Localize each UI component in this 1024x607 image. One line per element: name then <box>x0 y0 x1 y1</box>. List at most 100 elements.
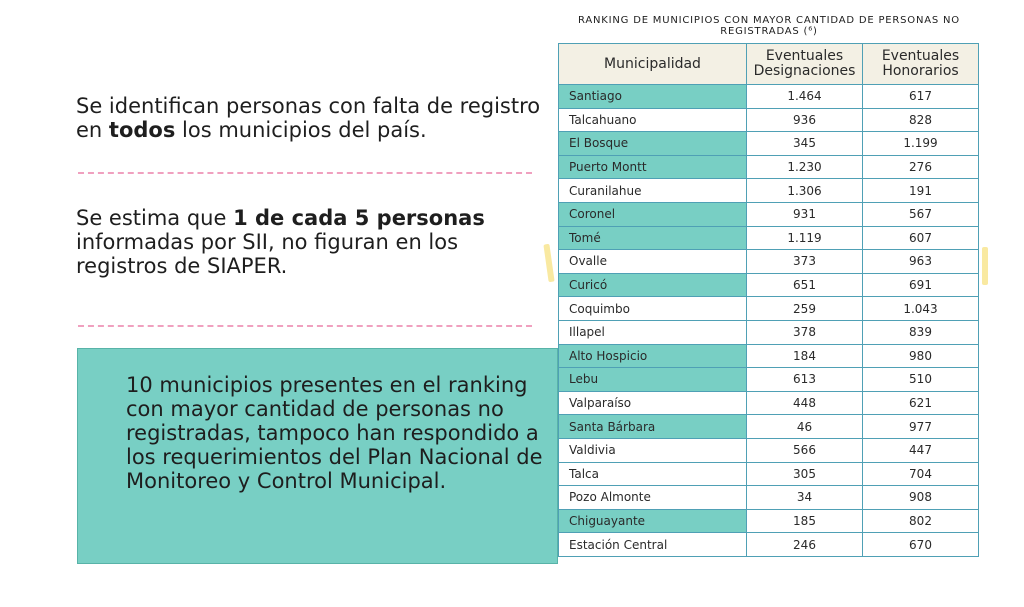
table-row: Tomé 1.119 607 <box>558 225 979 251</box>
statement-registration-gap: Se identifican personas con falta de reg… <box>76 94 546 142</box>
designaciones-cell: 259 <box>746 296 863 321</box>
table-row: Puerto Montt 1.230 276 <box>558 154 979 180</box>
designaciones-cell: 936 <box>746 107 863 133</box>
municipality-cell: Puerto Montt <box>558 154 747 180</box>
highlight-mark <box>982 247 988 285</box>
municipality-cell: Coquimbo <box>558 296 747 321</box>
honorarios-cell: 691 <box>862 272 979 298</box>
municipality-cell: Curanilahue <box>558 178 747 203</box>
designaciones-cell: 448 <box>746 390 863 416</box>
designaciones-cell: 613 <box>746 367 863 392</box>
honorarios-cell: 510 <box>862 367 979 392</box>
statement-2-pre: Se estima que <box>76 206 234 230</box>
callout-box: 10 municipios presentes en el ranking co… <box>77 348 558 564</box>
honorarios-cell: 802 <box>862 508 979 534</box>
honorarios-cell: 621 <box>862 390 979 416</box>
honorarios-cell: 1.043 <box>862 296 979 321</box>
designaciones-cell: 305 <box>746 461 863 487</box>
designaciones-cell: 651 <box>746 272 863 298</box>
table-title: RANKING DE MUNICIPIOS CON MAYOR CANTIDAD… <box>578 15 960 37</box>
designaciones-cell: 1.230 <box>746 154 863 180</box>
honorarios-cell: 447 <box>862 437 979 463</box>
municipality-cell: El Bosque <box>558 131 747 156</box>
table-row: Coronel 931 567 <box>558 201 979 227</box>
municipality-cell: Ovalle <box>558 249 747 274</box>
designaciones-cell: 46 <box>746 414 863 439</box>
table-header-row: Municipalidad Eventuales Designaciones E… <box>558 43 979 85</box>
municipality-cell: Chiguayante <box>558 508 747 534</box>
table-body: Santiago 1.464 617 Talcahuano 936 828 El Bosqu… <box>558 84 979 557</box>
table-row: Illapel 378 839 <box>558 319 979 345</box>
honorarios-cell: 191 <box>862 178 979 203</box>
honorarios-cell: 963 <box>862 249 979 274</box>
table-row: Alto Hospicio 184 980 <box>558 343 979 369</box>
municipality-cell: Santiago <box>558 84 747 109</box>
honorarios-cell: 617 <box>862 84 979 109</box>
municipality-cell: Lebu <box>558 367 747 392</box>
table-row: Santa Bárbara 46 977 <box>558 414 979 439</box>
table-row: Coquimbo 259 1.043 <box>558 296 979 321</box>
header-designaciones: Eventuales Designaciones <box>746 43 863 85</box>
statement-1-post: los municipios del país. <box>175 118 427 142</box>
table-row: Valdivia 566 447 <box>558 437 979 463</box>
designaciones-cell: 1.119 <box>746 225 863 251</box>
honorarios-cell: 977 <box>862 414 979 439</box>
municipality-cell: Coronel <box>558 201 747 227</box>
municipality-cell: Valdivia <box>558 437 747 463</box>
designaciones-cell: 931 <box>746 201 863 227</box>
statement-1-bold: todos <box>108 118 176 142</box>
honorarios-cell: 567 <box>862 201 979 227</box>
municipality-cell: Tomé <box>558 225 747 251</box>
municipality-cell: Talca <box>558 461 747 487</box>
designaciones-cell: 373 <box>746 249 863 274</box>
designaciones-cell: 566 <box>746 437 863 463</box>
designaciones-cell: 1.306 <box>746 178 863 203</box>
statement-2-bold: 1 de cada 5 personas <box>233 206 485 230</box>
table-row: Talcahuano 936 828 <box>558 107 979 133</box>
municipality-cell: Alto Hospicio <box>558 343 747 369</box>
honorarios-cell: 839 <box>862 319 979 345</box>
table-row: Pozo Almonte 34 908 <box>558 485 979 510</box>
table-row: Lebu 613 510 <box>558 367 979 392</box>
table-row: Chiguayante 185 802 <box>558 508 979 534</box>
honorarios-cell: 1.199 <box>862 131 979 156</box>
table-row: Talca 305 704 <box>558 461 979 487</box>
statement-2-post: informadas por SII, no figuran en los re… <box>76 230 459 278</box>
honorarios-cell: 908 <box>862 485 979 510</box>
table-row: El Bosque 345 1.199 <box>558 131 979 156</box>
statement-estimate: Se estima que 1 de cada 5 personas infor… <box>76 206 546 278</box>
designaciones-cell: 185 <box>746 508 863 534</box>
municipality-cell: Talcahuano <box>558 107 747 133</box>
designaciones-cell: 184 <box>746 343 863 369</box>
honorarios-cell: 607 <box>862 225 979 251</box>
municipality-cell: Pozo Almonte <box>558 485 747 510</box>
statement-1-pre: Se identifican personas con falta de reg… <box>76 94 541 142</box>
callout-text: 10 municipios presentes en el ranking co… <box>126 373 543 493</box>
table-row: Curicó 651 691 <box>558 272 979 298</box>
header-municipalidad: Municipalidad <box>558 43 747 85</box>
designaciones-cell: 345 <box>746 131 863 156</box>
honorarios-cell: 670 <box>862 532 979 557</box>
municipality-cell: Illapel <box>558 319 747 345</box>
designaciones-cell: 34 <box>746 485 863 510</box>
designaciones-cell: 246 <box>746 532 863 557</box>
honorarios-cell: 276 <box>862 154 979 180</box>
table-row: Ovalle 373 963 <box>558 249 979 274</box>
dashed-divider <box>78 172 532 174</box>
table-row: Estación Central 246 670 <box>558 532 979 557</box>
municipality-cell: Estación Central <box>558 532 747 557</box>
honorarios-cell: 980 <box>862 343 979 369</box>
honorarios-cell: 704 <box>862 461 979 487</box>
municipality-cell: Valparaíso <box>558 390 747 416</box>
honorarios-cell: 828 <box>862 107 979 133</box>
designaciones-cell: 378 <box>746 319 863 345</box>
dashed-divider <box>78 325 532 327</box>
ranking-table: Municipalidad Eventuales Designaciones E… <box>558 43 979 557</box>
municipality-cell: Curicó <box>558 272 747 298</box>
table-row: Valparaíso 448 621 <box>558 390 979 416</box>
municipality-cell: Santa Bárbara <box>558 414 747 439</box>
table-row: Santiago 1.464 617 <box>558 84 979 109</box>
table-row: Curanilahue 1.306 191 <box>558 178 979 203</box>
header-honorarios: Eventuales Honorarios <box>862 43 979 85</box>
designaciones-cell: 1.464 <box>746 84 863 109</box>
